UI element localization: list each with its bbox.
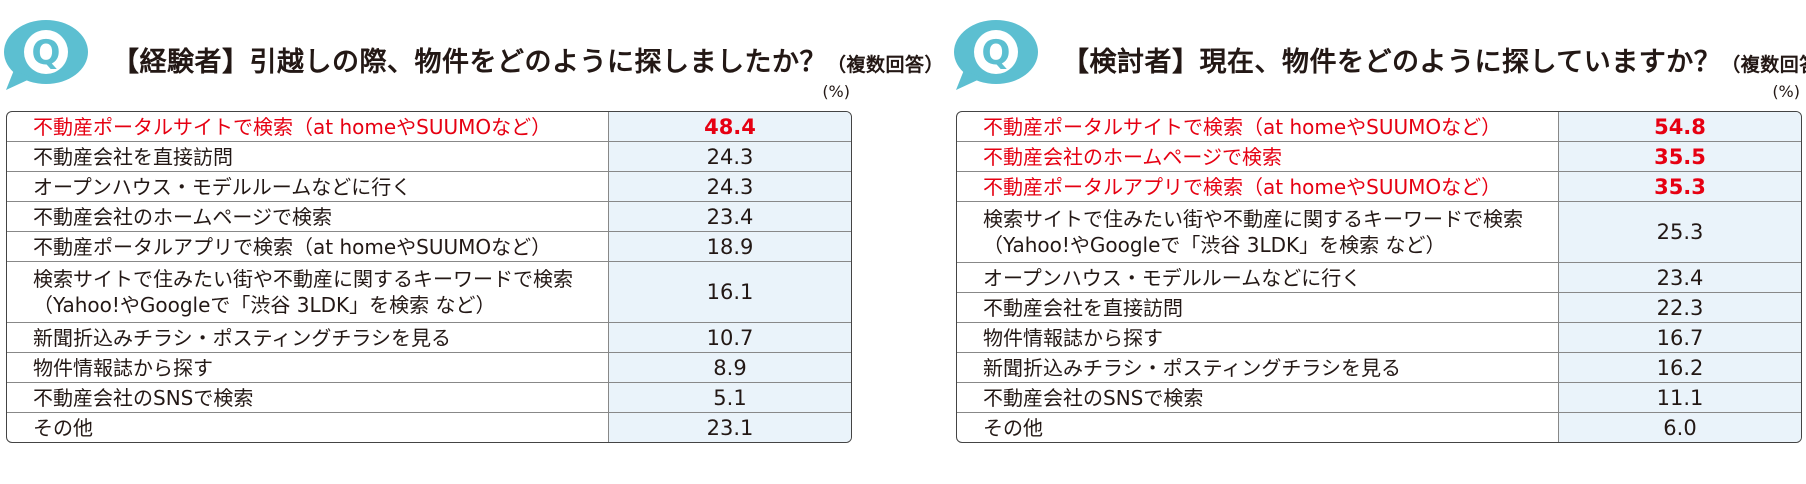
table-row: オープンハウス・モデルルームなどに行く 23.4	[957, 262, 1801, 292]
table-row: オープンハウス・モデルルームなどに行く 24.3	[7, 171, 851, 201]
considering-panel: Q 【検討者】現在、物件をどのように探していますか？（複数回答） (%) 不動産…	[950, 0, 1806, 484]
table-row: 不動産会社を直接訪問 22.3	[957, 292, 1801, 322]
q-speech-bubble-icon: Q	[954, 20, 1038, 90]
row-value: 10.7	[609, 323, 851, 352]
row-label: オープンハウス・モデルルームなどに行く	[957, 263, 1559, 292]
row-label: 不動産会社を直接訪問	[7, 142, 609, 171]
table-row: 不動産ポータルサイトで検索（at homeやSUUMOなど） 54.8	[957, 112, 1801, 141]
table-row: 不動産会社のホームページで検索 23.4	[7, 201, 851, 231]
row-label: 新聞折込みチラシ・ポスティングチラシを見る	[957, 353, 1559, 382]
results-table: 不動産ポータルサイトで検索（at homeやSUUMOなど） 54.8 不動産会社の…	[956, 111, 1802, 443]
row-value: 5.1	[609, 383, 851, 412]
title-main: 【検討者】現在、物件をどのように探していますか？	[1062, 47, 1722, 78]
row-value: 24.3	[609, 172, 851, 201]
row-value: 18.9	[609, 232, 851, 261]
row-label: 不動産会社のホームページで検索	[7, 202, 609, 231]
row-label: 不動産会社のホームページで検索	[957, 142, 1559, 171]
row-value: 23.4	[609, 202, 851, 231]
row-label: 不動産ポータルアプリで検索（at homeやSUUMOなど）	[7, 232, 609, 261]
experienced-panel: Q 【経験者】引越しの際、物件をどのように探しましたか？（複数回答） (%) 不…	[0, 0, 944, 484]
q-letter: Q	[32, 33, 61, 73]
row-label: 不動産ポータルサイトで検索（at homeやSUUMOなど）	[7, 112, 609, 141]
row-value: 23.1	[609, 413, 851, 442]
row-label: 不動産会社を直接訪問	[957, 293, 1559, 322]
title-sub: （複数回答）	[1721, 54, 1806, 76]
row-label: 不動産会社のSNSで検索	[7, 383, 609, 412]
row-value: 16.7	[1559, 323, 1801, 352]
row-label: 物件情報誌から探す	[957, 323, 1559, 352]
table-row: 不動産ポータルアプリで検索（at homeやSUUMOなど） 18.9	[7, 231, 851, 261]
unit-label: (%)	[1772, 82, 1800, 101]
row-label: 検索サイトで住みたい街や不動産に関するキーワードで検索 （Yahoo!やGoog…	[957, 202, 1559, 262]
row-value: 16.1	[609, 262, 851, 322]
row-label: オープンハウス・モデルルームなどに行く	[7, 172, 609, 201]
table-row: 物件情報誌から探す 16.7	[957, 322, 1801, 352]
table-row: その他 23.1	[7, 412, 851, 442]
panel-title: 【経験者】引越しの際、物件をどのように探しましたか？（複数回答）	[112, 40, 944, 79]
row-label: 不動産ポータルサイトで検索（at homeやSUUMOなど）	[957, 112, 1559, 141]
row-label: 物件情報誌から探す	[7, 353, 609, 382]
table-row: 不動産ポータルアプリで検索（at homeやSUUMOなど） 35.3	[957, 171, 1801, 201]
row-value: 54.8	[1559, 112, 1801, 141]
row-value: 25.3	[1559, 202, 1801, 262]
row-label: 不動産ポータルアプリで検索（at homeやSUUMOなど）	[957, 172, 1559, 201]
row-value: 35.5	[1559, 142, 1801, 171]
panel-title: 【検討者】現在、物件をどのように探していますか？（複数回答）	[1062, 40, 1806, 79]
table-row: 不動産ポータルサイトで検索（at homeやSUUMOなど） 48.4	[7, 112, 851, 141]
row-value: 48.4	[609, 112, 851, 141]
table-row: 新聞折込みチラシ・ポスティングチラシを見る 16.2	[957, 352, 1801, 382]
table-row: 物件情報誌から探す 8.9	[7, 352, 851, 382]
table-row: 不動産会社のホームページで検索 35.5	[957, 141, 1801, 171]
row-value: 22.3	[1559, 293, 1801, 322]
row-value: 8.9	[609, 353, 851, 382]
row-value: 35.3	[1559, 172, 1801, 201]
q-speech-bubble-icon: Q	[4, 20, 88, 90]
table-row: 検索サイトで住みたい街や不動産に関するキーワードで検索 （Yahoo!やGoog…	[957, 201, 1801, 262]
q-letter: Q	[982, 33, 1011, 73]
table-row: その他 6.0	[957, 412, 1801, 442]
row-label: その他	[957, 413, 1559, 442]
table-row: 不動産会社のSNSで検索 11.1	[957, 382, 1801, 412]
row-label: 検索サイトで住みたい街や不動産に関するキーワードで検索 （Yahoo!やGoog…	[7, 262, 609, 322]
row-label: 不動産会社のSNSで検索	[957, 383, 1559, 412]
title-main: 【経験者】引越しの際、物件をどのように探しましたか？	[112, 47, 827, 78]
row-value: 6.0	[1559, 413, 1801, 442]
title-sub: （複数回答）	[827, 54, 945, 76]
row-value: 23.4	[1559, 263, 1801, 292]
table-row: 新聞折込みチラシ・ポスティングチラシを見る 10.7	[7, 322, 851, 352]
row-value: 16.2	[1559, 353, 1801, 382]
row-label: その他	[7, 413, 609, 442]
row-value: 11.1	[1559, 383, 1801, 412]
results-table: 不動産ポータルサイトで検索（at homeやSUUMOなど） 48.4 不動産会社を…	[6, 111, 852, 443]
table-row: 不動産会社のSNSで検索 5.1	[7, 382, 851, 412]
table-row: 不動産会社を直接訪問 24.3	[7, 141, 851, 171]
row-label: 新聞折込みチラシ・ポスティングチラシを見る	[7, 323, 609, 352]
row-value: 24.3	[609, 142, 851, 171]
unit-label: (%)	[822, 82, 850, 101]
table-row: 検索サイトで住みたい街や不動産に関するキーワードで検索 （Yahoo!やGoog…	[7, 261, 851, 322]
